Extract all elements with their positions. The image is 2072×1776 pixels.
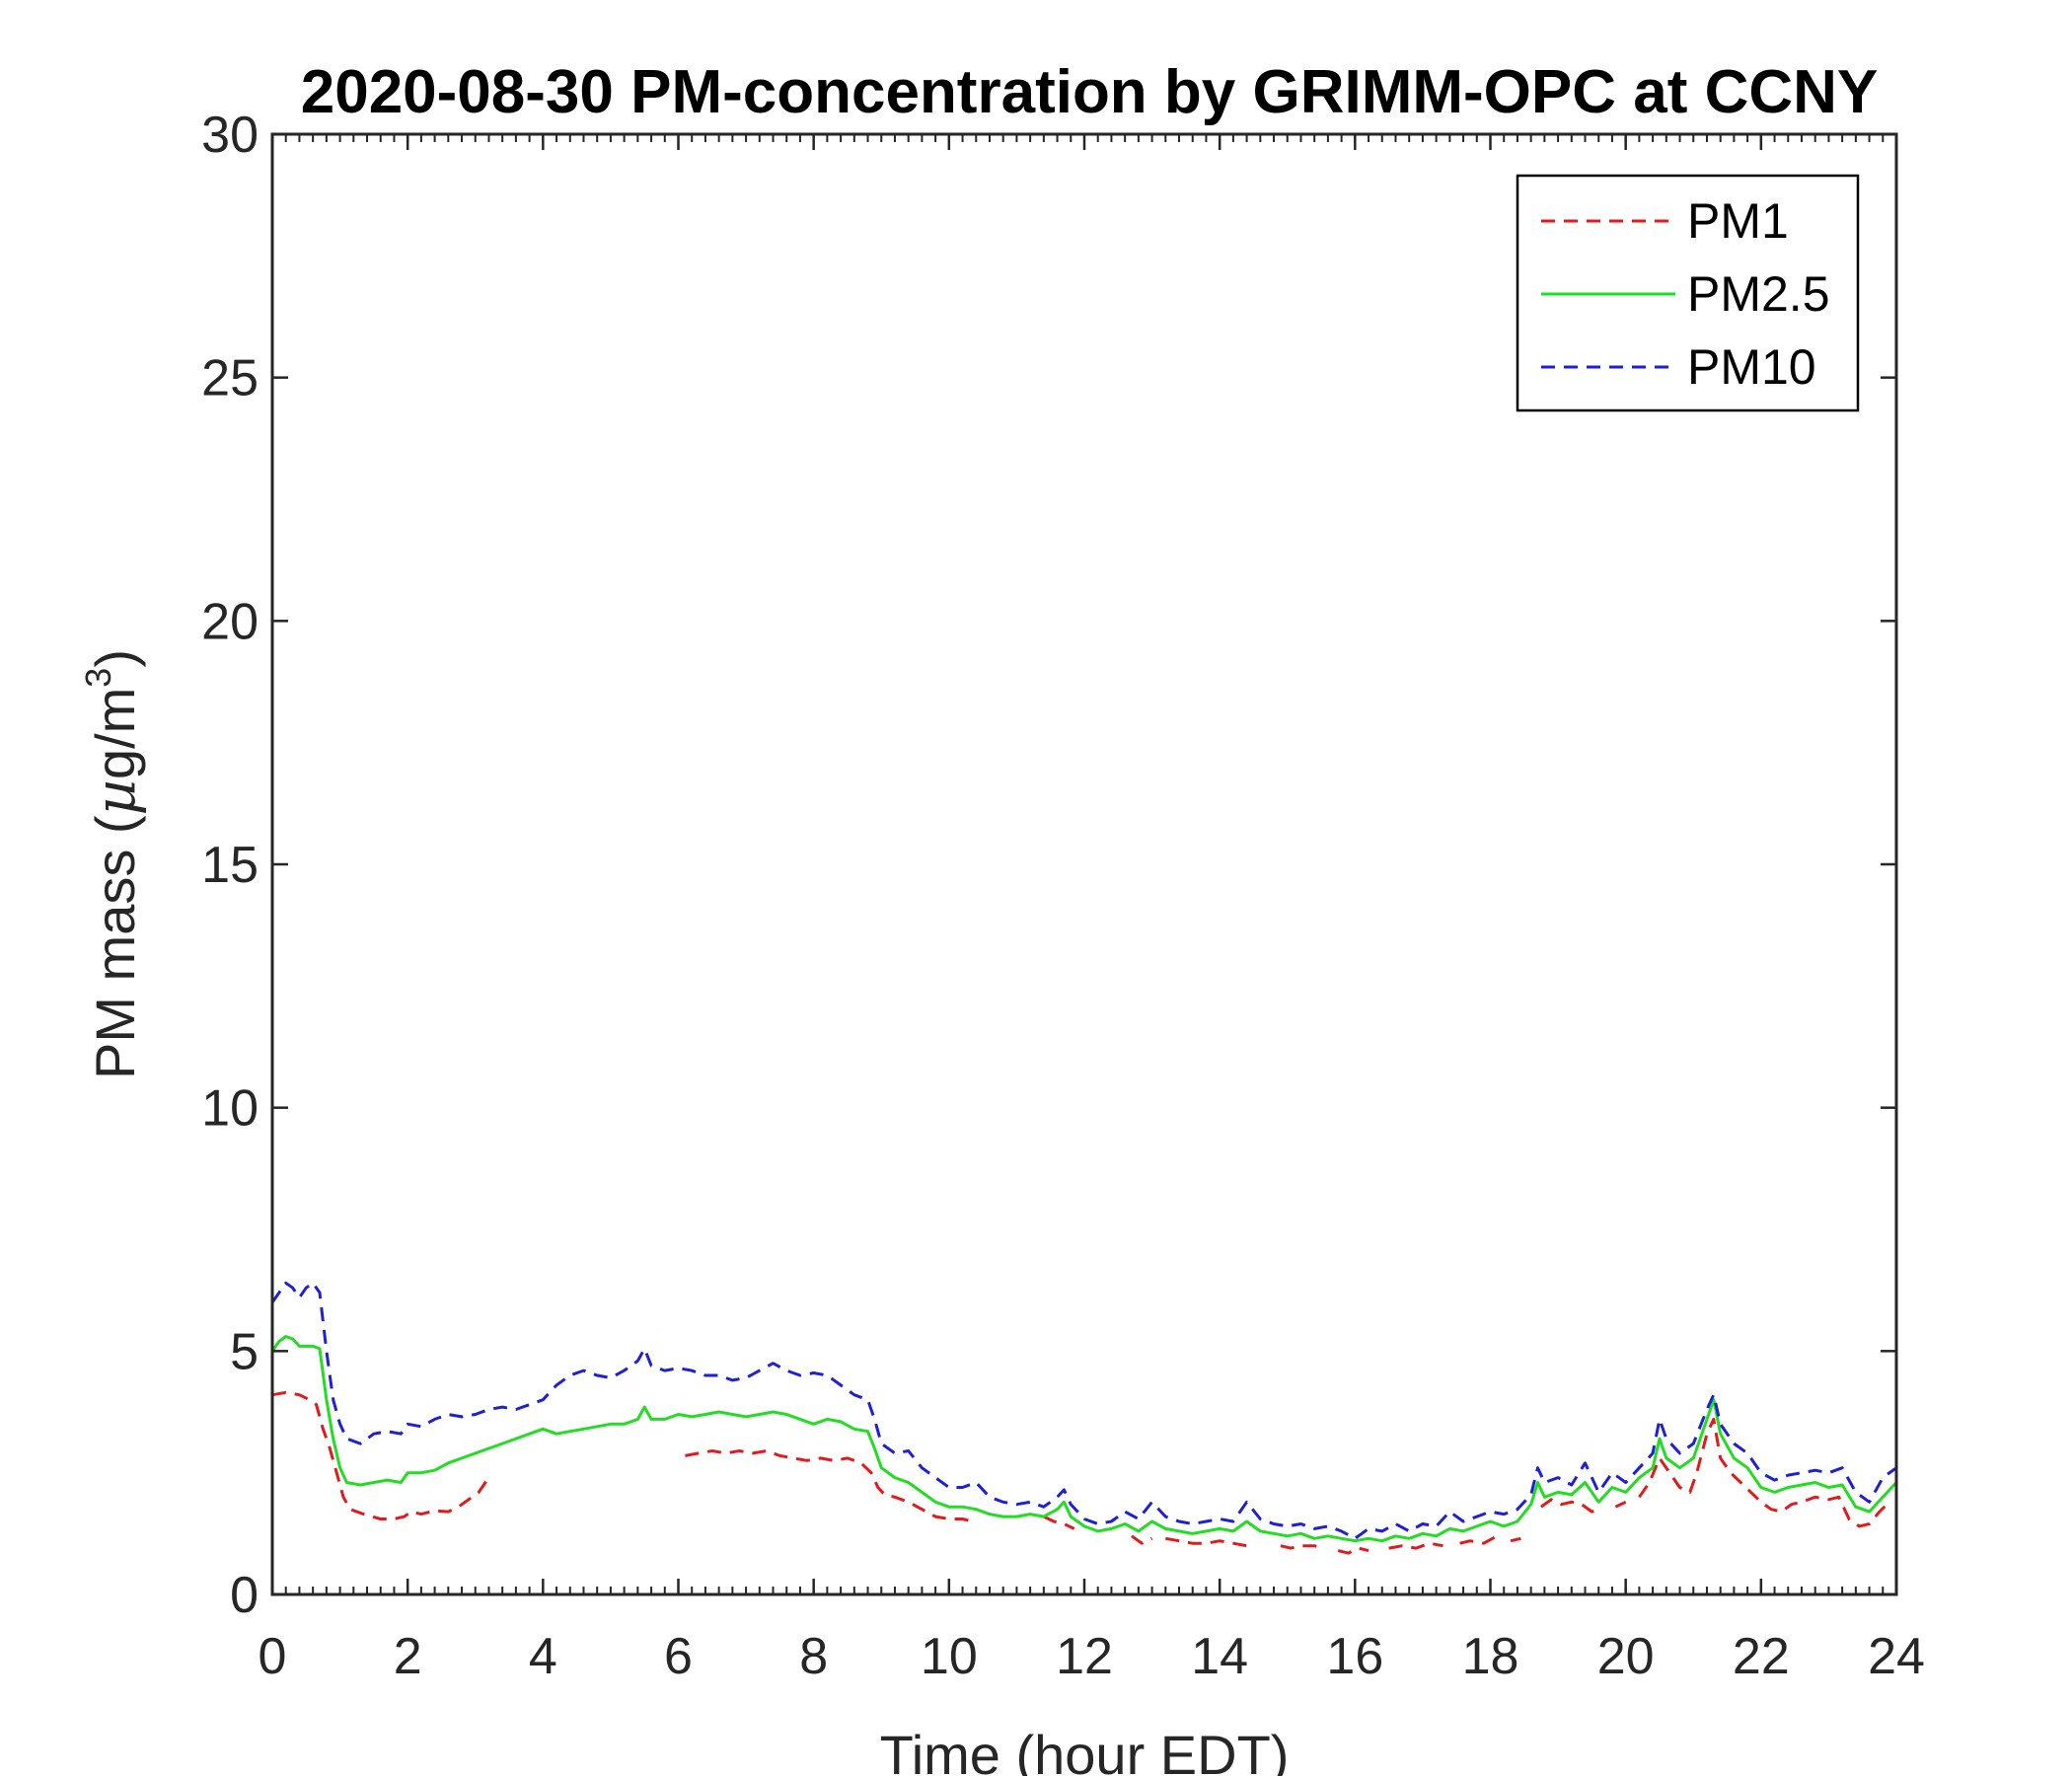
series-line-pm1-segment-7 [1337,1546,1369,1555]
x-tick-label: 10 [921,1628,978,1685]
series-line-pm1-segment-6 [1280,1544,1325,1550]
x-tick-label: 2 [394,1628,422,1685]
y-tick-label: 5 [230,1323,259,1380]
chart-title: 2020-08-30 PM-concentration by GRIMM-OPC… [301,58,1879,126]
series-line-pm1-segment-2 [685,1449,974,1523]
x-tick-label: 24 [1868,1628,1925,1685]
y-axis-label: PM mass (µg/m3) [78,649,148,1079]
legend: PM1 PM2.5 PM10 [1516,174,1860,412]
legend-label-pm1: PM1 [1687,193,1789,249]
x-axis-label: Time (hour EDT) [880,1724,1290,1776]
y-tick-label: 25 [201,350,259,407]
x-tick-label: 22 [1733,1628,1790,1685]
series-line-pm1-segment-10 [1510,1536,1521,1543]
x-tick-label: 16 [1326,1628,1383,1685]
series-line-pm1-segment-9 [1459,1534,1499,1545]
series-line-pm1-segment-13 [1638,1417,1891,1528]
x-tick-label: 18 [1462,1628,1519,1685]
series-line-pm1-segment-3 [1043,1515,1075,1530]
x-tick-label: 12 [1056,1628,1113,1685]
series-line-pm1-segment-12 [1614,1500,1627,1509]
legend-label-pm25: PM2.5 [1687,266,1830,322]
series-line-pm10-segment-1 [270,1281,1897,1540]
x-tick-label: 0 [259,1628,287,1685]
y-tick-label: 30 [201,107,259,164]
series-line-pm1-segment-4 [1131,1534,1153,1545]
series-pm1 [271,1390,1891,1555]
series-line-pm1-segment-11 [1540,1498,1603,1514]
x-tick-label: 20 [1597,1628,1655,1685]
series-line-pm1-segment-1 [271,1390,492,1520]
x-tick-label: 4 [529,1628,557,1685]
y-tick-label: 0 [230,1567,259,1624]
x-tick-label: 6 [664,1628,693,1685]
x-tick-label: 8 [799,1628,828,1685]
series-layer [270,1281,1898,1555]
legend-label-pm10: PM10 [1687,339,1816,395]
x-tick-label: 14 [1191,1628,1248,1685]
series-line-pm1-segment-8 [1388,1541,1443,1550]
x-axis: 0 2 4 6 8 10 12 14 16 18 20 22 24 [259,134,1925,1685]
y-tick-label: 20 [201,593,259,650]
series-line-pm1-segment-5 [1165,1536,1247,1548]
y-axis: 0 5 10 15 20 25 30 [201,107,1896,1624]
series-pm10 [270,1281,1897,1540]
series-pm25 [270,1335,1898,1543]
series-line-pm25-segment-1 [270,1335,1898,1543]
y-tick-label: 10 [201,1080,259,1138]
y-tick-label: 15 [201,837,259,894]
